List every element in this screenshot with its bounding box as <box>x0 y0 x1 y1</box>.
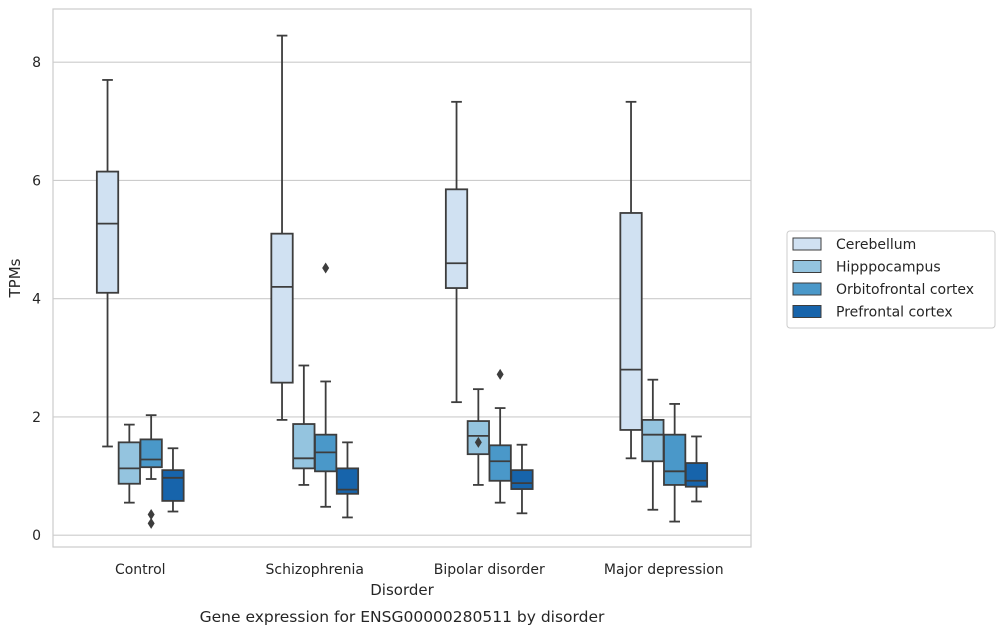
iqr-box <box>117 441 141 485</box>
legend-frame <box>786 230 996 329</box>
legend: Cerebellum Hipppocampus Orbitofrontal cort… <box>786 230 996 329</box>
iqr-box <box>684 462 709 488</box>
iqr-box <box>335 467 360 495</box>
box-group <box>466 388 490 486</box>
box-groups <box>95 34 709 529</box>
iqr-box <box>95 170 120 294</box>
iqr-box <box>139 438 163 469</box>
legend-swatch <box>792 237 822 251</box>
box-group <box>139 414 163 529</box>
box-group <box>444 100 469 404</box>
series-hipppocampus <box>117 364 665 511</box>
box-group <box>335 441 360 519</box>
box-group <box>117 423 141 504</box>
outlier-point <box>474 436 482 448</box>
iqr-box <box>488 444 512 482</box>
iqr-box <box>510 469 534 490</box>
chart-caption: Gene expression for ENSG00000280511 by d… <box>200 608 605 626</box>
outlier-point <box>322 262 330 274</box>
iqr-box <box>292 423 316 470</box>
legend-item: Prefrontal cortex <box>792 305 953 321</box>
outlier-point <box>496 368 504 380</box>
x-tick-label: Bipolar disorder <box>434 562 545 578</box>
legend-item: Hipppocampus <box>792 260 941 276</box>
box-group <box>161 447 185 513</box>
legend-item: Cerebellum <box>792 237 916 253</box>
box-group <box>488 368 512 504</box>
box-group <box>619 100 643 460</box>
box-group <box>292 364 316 486</box>
iqr-box <box>444 188 469 289</box>
y-axis-label: TPMs <box>6 258 24 298</box>
box-group <box>641 378 665 511</box>
y-tick-label: 2 <box>32 410 41 426</box>
x-axis-ticks: Control Schizophrenia Bipolar disorder Majo… <box>115 562 724 578</box>
iqr-box <box>663 433 687 486</box>
outlier-point <box>147 508 155 520</box>
y-tick-label: 0 <box>32 528 41 544</box>
series-prefrontal-cortex <box>161 435 709 519</box>
box-group <box>663 403 687 523</box>
series-cerebellum <box>95 34 643 460</box>
x-tick-label: Schizophrenia <box>266 562 364 578</box>
box-group <box>314 262 338 508</box>
box-group <box>510 443 534 515</box>
iqr-box <box>641 418 665 463</box>
x-axis-label: Disorder <box>370 581 434 599</box>
legend-label: Hipppocampus <box>836 260 941 276</box>
iqr-box <box>270 232 294 384</box>
y-axis-ticks: 0 2 4 6 8 <box>32 55 41 544</box>
box-group <box>95 79 120 448</box>
x-tick-label: Major depression <box>604 562 724 578</box>
legend-item: Orbitofrontal cortex <box>792 282 974 298</box>
legend-swatch <box>792 305 822 318</box>
iqr-box <box>161 469 185 502</box>
y-tick-label: 4 <box>32 292 41 308</box>
legend-swatch <box>792 260 822 273</box>
series-orbitofrontal-cortex <box>139 262 687 529</box>
x-tick-label: Control <box>115 562 166 578</box>
legend-label: Orbitofrontal cortex <box>836 282 974 298</box>
legend-label: Prefrontal cortex <box>836 305 953 321</box>
iqr-box <box>619 212 643 431</box>
legend-label: Cerebellum <box>836 237 916 253</box>
box-group <box>270 34 294 421</box>
legend-swatch <box>792 282 822 296</box>
y-tick-label: 6 <box>32 173 41 189</box>
plot-area-frame <box>52 8 752 548</box>
box-group <box>684 435 709 503</box>
y-tick-label: 8 <box>32 55 41 71</box>
outlier-point <box>147 517 155 529</box>
